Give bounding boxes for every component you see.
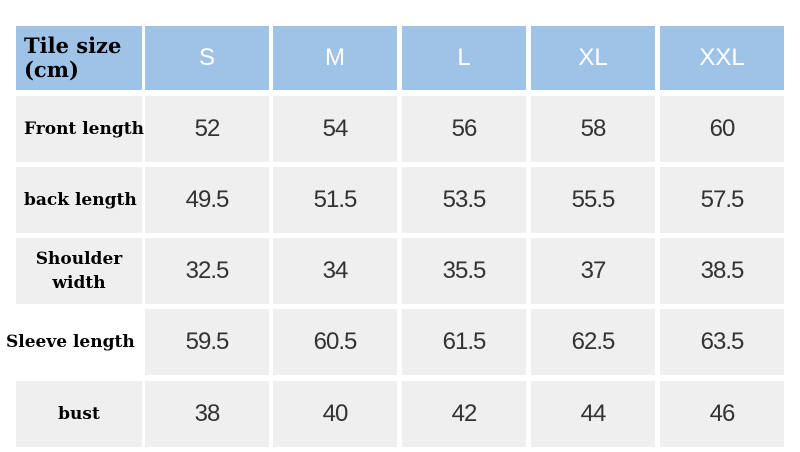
table-cell: 52 xyxy=(145,96,269,162)
table-cell: 54 xyxy=(273,96,397,162)
table-cell: 63.5 xyxy=(660,309,784,375)
table-cell: 58 xyxy=(531,96,655,162)
table-cell: 38 xyxy=(145,381,269,447)
table-cell: 32.5 xyxy=(145,238,269,304)
table-cell: 38.5 xyxy=(660,238,784,304)
table-cell: 55.5 xyxy=(531,167,655,233)
table-cell: 57.5 xyxy=(660,167,784,233)
table-cell: 46 xyxy=(660,381,784,447)
row-label-shoulder-width: Shoulder width xyxy=(16,238,142,304)
header-corner-label: Tile size (cm) xyxy=(16,26,142,90)
table-cell: 59.5 xyxy=(145,309,269,375)
table-cell: 49.5 xyxy=(145,167,269,233)
table-cell: 53.5 xyxy=(402,167,526,233)
row-label-back-length: back length xyxy=(16,167,142,233)
table-cell: 44 xyxy=(531,381,655,447)
table-cell: 42 xyxy=(402,381,526,447)
header-size-s: S xyxy=(145,26,269,90)
table-cell: 61.5 xyxy=(402,309,526,375)
table-cell: 56 xyxy=(402,96,526,162)
row-label-sleeve-length: Sleeve length xyxy=(6,332,135,352)
header-size-xl: XL xyxy=(531,26,655,90)
row-label-bust: bust xyxy=(16,381,142,447)
table-cell: 51.5 xyxy=(273,167,397,233)
table-cell: 34 xyxy=(273,238,397,304)
header-size-l: L xyxy=(402,26,526,90)
table-cell: 40 xyxy=(273,381,397,447)
header-size-m: M xyxy=(273,26,397,90)
table-cell: 37 xyxy=(531,238,655,304)
table-cell: 35.5 xyxy=(402,238,526,304)
table-cell: 62.5 xyxy=(531,309,655,375)
row-label-front-length: Front length xyxy=(16,96,144,162)
table-cell: 60.5 xyxy=(273,309,397,375)
header-size-xxl: XXL xyxy=(660,26,784,90)
table-cell: 60 xyxy=(660,96,784,162)
